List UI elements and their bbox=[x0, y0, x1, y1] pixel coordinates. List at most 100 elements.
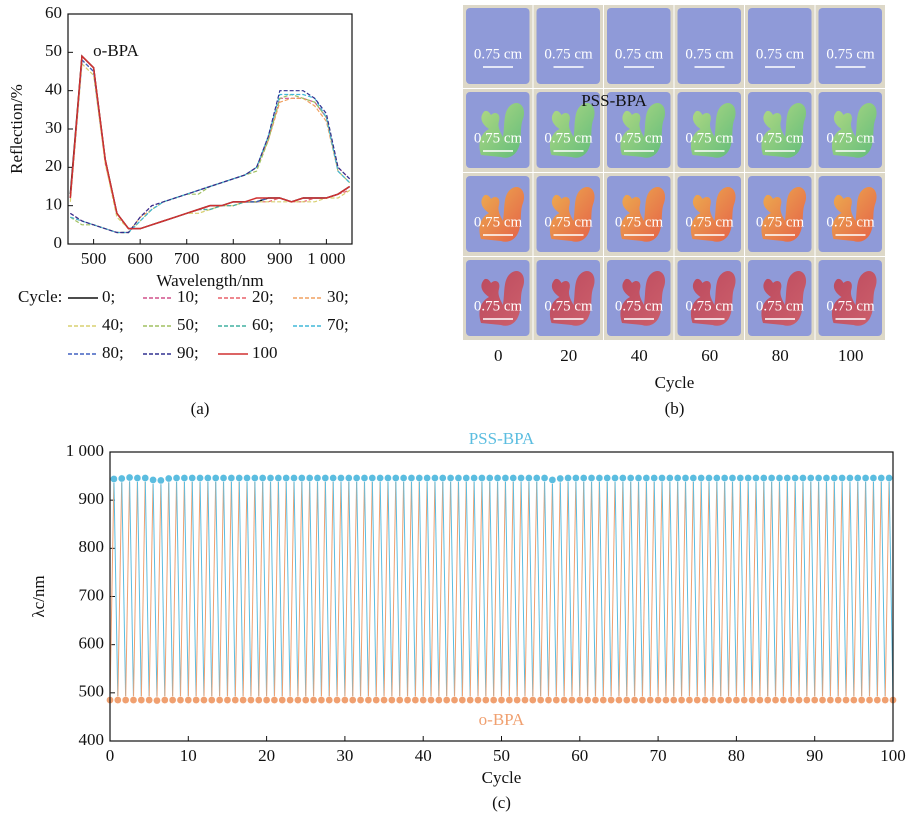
connector bbox=[152, 479, 158, 701]
x-axis-label: Cycle bbox=[655, 373, 695, 392]
connector bbox=[551, 479, 557, 701]
connector bbox=[285, 478, 291, 701]
marker bbox=[662, 696, 670, 704]
marker bbox=[196, 474, 204, 482]
marker bbox=[505, 696, 514, 704]
series-line bbox=[70, 97, 351, 234]
y-tick-label: 50 bbox=[45, 41, 62, 60]
marker bbox=[548, 476, 557, 484]
marker bbox=[368, 474, 377, 482]
connector bbox=[814, 478, 820, 701]
y-tick-label: 800 bbox=[79, 537, 105, 556]
connector bbox=[555, 478, 561, 701]
connector bbox=[712, 478, 718, 701]
axes-frame bbox=[67, 13, 353, 245]
series-line bbox=[70, 93, 351, 234]
marker bbox=[846, 474, 854, 482]
y-tick-label: 500 bbox=[79, 682, 105, 701]
marker bbox=[364, 696, 373, 704]
marker bbox=[415, 474, 424, 482]
marker bbox=[665, 474, 674, 482]
marker bbox=[857, 696, 866, 704]
axes-frame bbox=[109, 451, 894, 742]
connector bbox=[367, 478, 373, 701]
connector bbox=[818, 478, 824, 701]
x-tick-label: 100 bbox=[880, 746, 906, 765]
connector bbox=[853, 478, 859, 701]
marker bbox=[274, 474, 283, 482]
connector bbox=[516, 478, 522, 701]
y-tick-label: 400 bbox=[79, 730, 105, 749]
marker bbox=[110, 475, 118, 483]
connector bbox=[806, 478, 812, 701]
marker bbox=[297, 474, 306, 482]
y-axis-label: Reflection/% bbox=[7, 84, 26, 174]
scale-label: 0.75 cm bbox=[826, 130, 875, 146]
marker bbox=[211, 474, 220, 482]
connector bbox=[610, 478, 616, 701]
connector bbox=[379, 478, 385, 701]
connector bbox=[880, 478, 886, 701]
squirrel bbox=[831, 102, 877, 158]
marker bbox=[595, 474, 604, 482]
marker bbox=[826, 696, 835, 704]
marker bbox=[235, 474, 244, 482]
marker bbox=[258, 474, 267, 482]
connector bbox=[430, 478, 436, 701]
legend-label: 50; bbox=[177, 315, 199, 334]
x-tick-label: 900 bbox=[267, 249, 293, 268]
marker bbox=[329, 474, 338, 482]
connector bbox=[751, 478, 757, 701]
marker bbox=[117, 474, 126, 483]
y-tick-label: 60 bbox=[45, 3, 62, 22]
connector bbox=[728, 478, 733, 701]
connector bbox=[653, 478, 659, 701]
series-line bbox=[69, 58, 351, 230]
marker bbox=[517, 474, 525, 482]
y-tick-label: 900 bbox=[79, 489, 105, 508]
connector bbox=[559, 478, 565, 701]
marker bbox=[842, 696, 850, 704]
marker bbox=[697, 474, 706, 482]
scale-label: 0.75 cm bbox=[544, 214, 593, 230]
marker bbox=[290, 474, 298, 482]
marker bbox=[885, 474, 893, 482]
marker bbox=[395, 696, 404, 704]
connector bbox=[320, 478, 326, 701]
marker bbox=[740, 696, 749, 704]
marker bbox=[176, 696, 185, 704]
x-tick-label: 60 bbox=[571, 746, 588, 765]
x-tick-label: 700 bbox=[174, 249, 200, 268]
x-tick-label: 500 bbox=[81, 249, 107, 268]
marker bbox=[145, 696, 153, 704]
connector bbox=[344, 478, 350, 701]
connector bbox=[626, 478, 632, 701]
marker bbox=[466, 696, 475, 704]
connector bbox=[700, 478, 706, 701]
marker bbox=[137, 696, 146, 704]
marker bbox=[646, 696, 655, 704]
connector bbox=[869, 478, 874, 701]
marker bbox=[384, 474, 392, 482]
marker bbox=[470, 474, 478, 482]
marker bbox=[775, 474, 784, 482]
marker bbox=[325, 696, 334, 704]
marker bbox=[411, 696, 420, 704]
marker bbox=[301, 696, 310, 704]
connector bbox=[532, 478, 538, 701]
marker bbox=[626, 474, 635, 482]
marker bbox=[642, 474, 651, 482]
connector bbox=[512, 478, 518, 701]
marker bbox=[153, 696, 161, 705]
connector bbox=[731, 478, 737, 701]
connector bbox=[583, 478, 589, 701]
connector bbox=[434, 478, 440, 701]
marker bbox=[266, 474, 275, 482]
squirrel bbox=[620, 102, 666, 158]
scale-label: 0.75 cm bbox=[826, 214, 875, 230]
connector bbox=[160, 480, 166, 701]
connector bbox=[724, 478, 730, 701]
marker bbox=[693, 696, 702, 704]
connector bbox=[822, 478, 827, 701]
